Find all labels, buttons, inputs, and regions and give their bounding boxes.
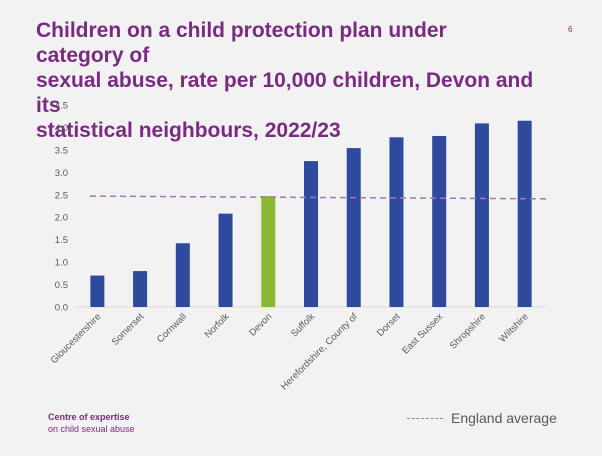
y-tick-label: 2.5 (55, 190, 68, 201)
chart-legend: England average (407, 410, 557, 426)
bar (346, 148, 361, 307)
england-average-line (89, 195, 547, 200)
y-tick-label: 4.5 (55, 101, 68, 112)
y-tick-label: 1.5 (55, 235, 68, 246)
x-tick-label: Dorset (375, 311, 403, 339)
bar (389, 137, 404, 307)
title-line-3: statistical neighbours, 2022/23 (36, 119, 341, 142)
x-tick-label: Devon (247, 311, 274, 338)
y-tick-label: 0.5 (55, 280, 68, 291)
y-tick-label: 1.0 (55, 258, 68, 269)
title-line-2: sexual abuse, rate per 10,000 children, … (36, 69, 534, 117)
y-tick-label: 0.0 (55, 303, 68, 314)
x-tick-label: Herefordshire, County of (279, 311, 360, 392)
y-tick-label: 3.0 (55, 168, 68, 179)
bar (304, 161, 318, 307)
brand-line-2: on child sexual abuse (48, 424, 135, 434)
bar (218, 213, 233, 307)
y-tick-label: 3.5 (55, 145, 68, 156)
title-line-1: Children on a child protection plan unde… (36, 19, 447, 67)
x-tick-label: Suffolk (289, 311, 317, 339)
legend-label: England average (451, 410, 557, 426)
page-number: 6 (568, 25, 573, 34)
bar-highlight (261, 196, 276, 307)
y-tick-label: 4.0 (55, 123, 68, 134)
x-tick-label: East Sussex (400, 311, 445, 356)
x-tick-label: Norfolk (203, 311, 232, 340)
bar (90, 275, 105, 307)
x-tick-label: Somerset (110, 311, 147, 348)
x-tick-label: Gloucestershire (49, 311, 104, 366)
x-tick-label: Cornwall (155, 311, 189, 345)
x-tick-label: Wiltshire (497, 311, 531, 345)
legend-dashed-line-swatch (407, 417, 443, 419)
chart-title: Children on a child protection plan unde… (36, 18, 536, 143)
bar (517, 120, 532, 307)
x-tick-label: Shropshire (448, 311, 488, 351)
bar (474, 123, 489, 307)
brand-line-1: Centre of expertise (48, 412, 130, 422)
bar (432, 135, 447, 307)
bar (175, 243, 190, 307)
y-tick-label: 2.0 (55, 213, 68, 224)
bar (133, 271, 148, 307)
brand-footer: Centre of expertise on child sexual abus… (48, 411, 135, 435)
